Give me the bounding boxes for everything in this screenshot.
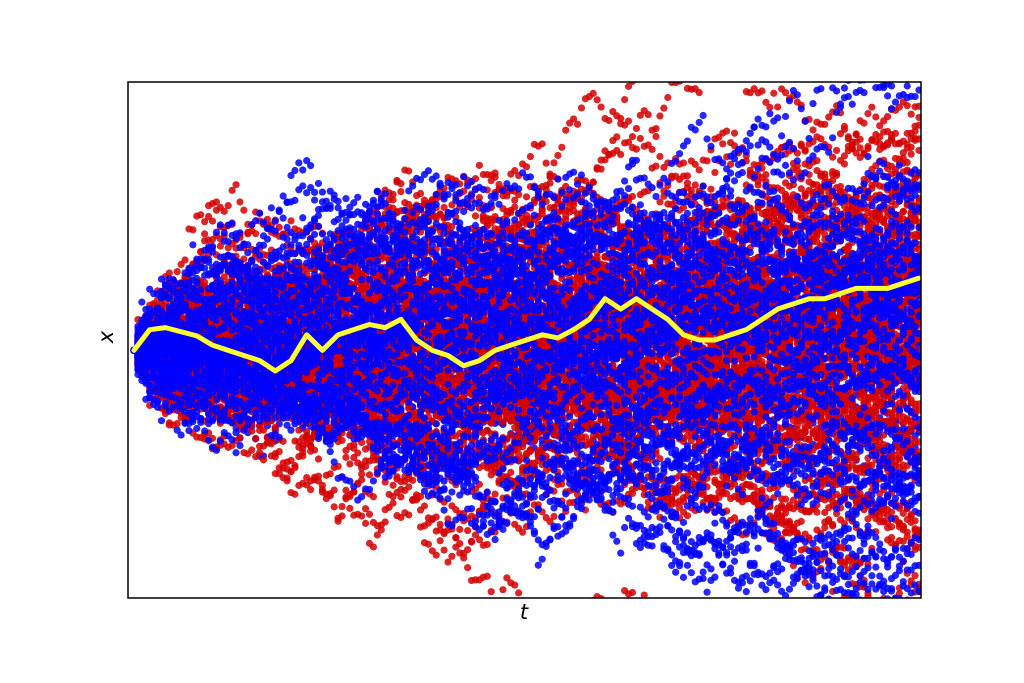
data-point (696, 166, 703, 173)
data-point (652, 162, 659, 169)
data-point (197, 211, 204, 218)
data-point (908, 151, 915, 158)
data-point (703, 157, 710, 164)
data-point (287, 217, 294, 224)
data-point (707, 186, 714, 193)
data-point (719, 140, 726, 147)
data-point (798, 185, 805, 192)
data-point (174, 268, 181, 275)
data-point (543, 182, 550, 189)
data-point (723, 128, 730, 135)
data-point (872, 113, 879, 120)
data-point (236, 198, 243, 205)
plot-area (130, 0, 922, 658)
ensemble-layer (130, 0, 922, 658)
data-point (731, 130, 738, 137)
data-point (684, 172, 691, 179)
data-point (868, 104, 875, 111)
data-point (240, 207, 247, 214)
data-point (711, 169, 718, 176)
data-point (417, 190, 424, 197)
data-point (225, 202, 232, 209)
data-point (782, 495, 789, 502)
data-point (864, 110, 871, 117)
data-point (174, 420, 181, 427)
data-point (476, 162, 483, 169)
data-point (189, 226, 196, 233)
data-point (181, 256, 188, 263)
data-point (405, 167, 412, 174)
data-point (232, 181, 239, 188)
data-point (860, 120, 867, 127)
